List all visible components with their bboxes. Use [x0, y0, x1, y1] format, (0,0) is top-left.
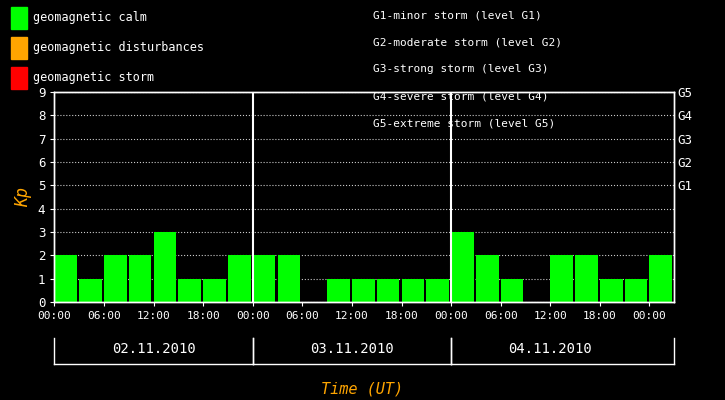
Text: geomagnetic storm: geomagnetic storm [33, 71, 154, 84]
Text: geomagnetic disturbances: geomagnetic disturbances [33, 41, 204, 54]
Bar [575, 255, 598, 302]
Bar [501, 279, 523, 302]
Bar [625, 279, 647, 302]
Y-axis label: Kp: Kp [14, 187, 33, 207]
Bar [476, 255, 499, 302]
Text: G2-moderate storm (level G2): G2-moderate storm (level G2) [373, 37, 563, 47]
Bar [54, 255, 77, 302]
Bar [550, 255, 573, 302]
Text: 03.11.2010: 03.11.2010 [310, 342, 394, 356]
Bar [327, 279, 350, 302]
Bar [426, 279, 449, 302]
Bar [377, 279, 399, 302]
Bar [253, 255, 276, 302]
Bar [278, 255, 300, 302]
Bar [228, 255, 251, 302]
Bar [203, 279, 226, 302]
Bar [402, 279, 424, 302]
Bar [104, 255, 127, 302]
Bar [600, 279, 623, 302]
Bar [154, 232, 176, 302]
Bar [129, 255, 152, 302]
Bar [451, 232, 474, 302]
Text: 02.11.2010: 02.11.2010 [112, 342, 196, 356]
Text: G1-minor storm (level G1): G1-minor storm (level G1) [373, 10, 542, 20]
Text: G5-extreme storm (level G5): G5-extreme storm (level G5) [373, 119, 555, 129]
Text: G3-strong storm (level G3): G3-strong storm (level G3) [373, 64, 549, 74]
Text: Time (UT): Time (UT) [321, 381, 404, 396]
Text: 04.11.2010: 04.11.2010 [508, 342, 592, 356]
Text: G4-severe storm (level G4): G4-severe storm (level G4) [373, 92, 549, 102]
Bar [79, 279, 102, 302]
Text: geomagnetic calm: geomagnetic calm [33, 11, 146, 24]
Bar [352, 279, 375, 302]
Bar [650, 255, 672, 302]
Bar [178, 279, 201, 302]
